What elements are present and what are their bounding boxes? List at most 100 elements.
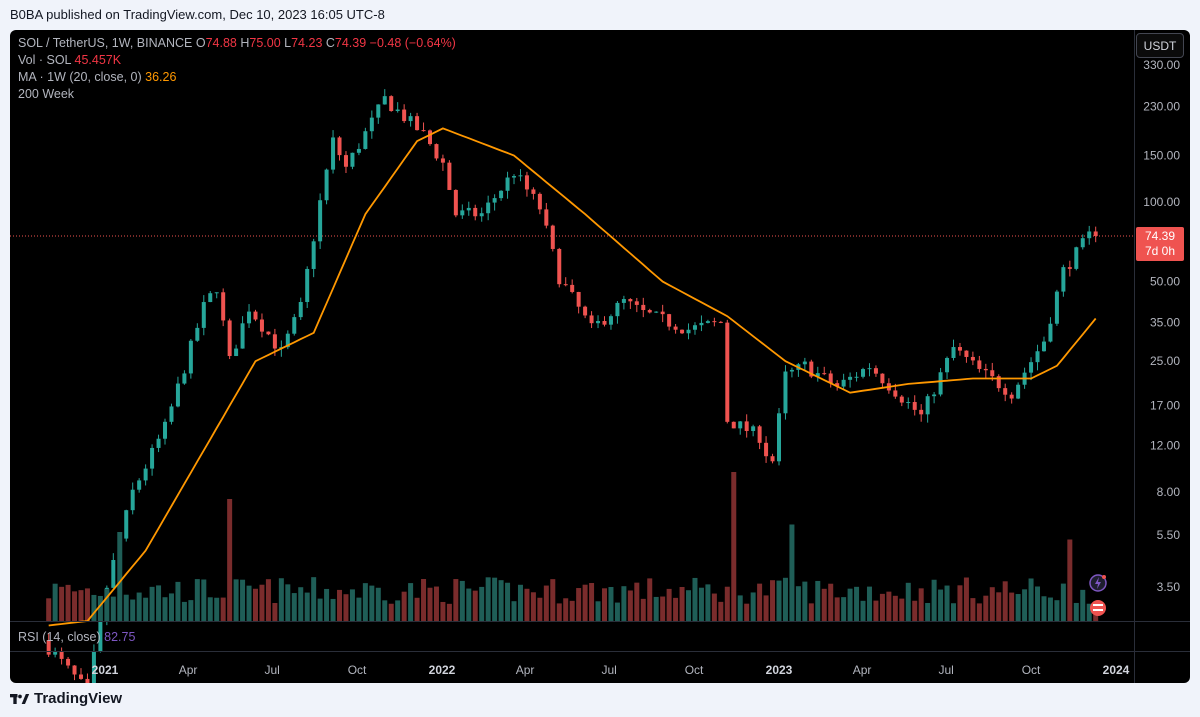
volume-bar bbox=[65, 584, 71, 622]
extra-indicator-row: 200 Week bbox=[18, 86, 456, 103]
candle-body bbox=[686, 329, 691, 334]
volume-bar bbox=[692, 577, 698, 622]
volume-label[interactable]: Vol · SOL bbox=[18, 53, 72, 67]
candle-body bbox=[983, 368, 988, 371]
volume-bar bbox=[459, 580, 465, 622]
candle-body bbox=[524, 175, 529, 190]
candle-body bbox=[615, 302, 620, 317]
volume-bar bbox=[589, 583, 595, 622]
candle-body bbox=[53, 651, 58, 655]
volume-bar bbox=[59, 586, 65, 622]
candle-body bbox=[680, 329, 685, 334]
rsi-label[interactable]: RSI (14, close) bbox=[18, 630, 101, 644]
time-tick-label: Apr bbox=[179, 663, 198, 677]
volume-bar bbox=[233, 579, 239, 622]
candle-body bbox=[557, 248, 562, 285]
volume-bar bbox=[976, 603, 982, 622]
volume-bar bbox=[97, 595, 103, 622]
volume-bar bbox=[324, 588, 330, 622]
candle-body bbox=[363, 131, 368, 149]
price-tick-label: 100.00 bbox=[1143, 195, 1180, 209]
candle-body bbox=[861, 369, 866, 377]
publish-line: B0BA published on TradingView.com, Dec 1… bbox=[10, 7, 385, 22]
candle-body bbox=[550, 225, 555, 249]
volume-bar bbox=[1022, 589, 1028, 622]
time-tick-label: 2022 bbox=[429, 663, 456, 677]
price-tick-label: 230.00 bbox=[1143, 99, 1180, 113]
volume-bar bbox=[647, 578, 653, 622]
volume-bar bbox=[440, 601, 446, 622]
price-tick-label: 8.00 bbox=[1157, 485, 1181, 499]
extra-indicator-label[interactable]: 200 Week bbox=[18, 87, 75, 101]
volume-bar bbox=[162, 597, 168, 622]
volume-bar bbox=[925, 602, 931, 622]
candle-body bbox=[1074, 247, 1079, 269]
time-tick-label: 2021 bbox=[92, 663, 119, 677]
candle-body bbox=[427, 130, 432, 145]
volume-bar bbox=[492, 577, 498, 622]
volume-bar bbox=[718, 601, 724, 622]
chart-panel[interactable]: 330.00 230.00 150.00 100.00 50.00 35.00 25.00 1… bbox=[10, 30, 1190, 683]
volume-bar bbox=[466, 588, 472, 622]
volume-bar bbox=[1047, 597, 1053, 622]
candle-body bbox=[880, 373, 885, 384]
candle-body bbox=[505, 177, 510, 191]
volume-bar bbox=[724, 586, 730, 622]
flag-stripe-icon bbox=[1093, 604, 1103, 606]
price-axis[interactable] bbox=[1134, 30, 1190, 683]
countdown-label: 7d 0h bbox=[1145, 244, 1175, 258]
candle-body bbox=[945, 357, 950, 373]
candle-body bbox=[802, 361, 807, 365]
volume-bar bbox=[847, 588, 853, 622]
candle-body bbox=[977, 360, 982, 369]
candle-body bbox=[699, 322, 704, 326]
candle-body bbox=[725, 322, 730, 422]
volume-bar bbox=[711, 593, 717, 622]
candle-body bbox=[350, 152, 355, 167]
candle-body bbox=[137, 480, 142, 490]
last-price-tag bbox=[1136, 227, 1184, 261]
price-chart-svg[interactable]: 330.00 230.00 150.00 100.00 50.00 35.00 25.00 1… bbox=[10, 30, 1190, 683]
volume-bar bbox=[750, 592, 756, 622]
volume-bar bbox=[427, 587, 433, 622]
candle-body bbox=[589, 315, 594, 324]
volume-bar bbox=[1073, 602, 1079, 622]
volume-bar bbox=[1028, 578, 1034, 622]
currency-button[interactable]: USDT bbox=[1136, 33, 1184, 58]
volume-bar bbox=[498, 580, 504, 622]
candle-body bbox=[660, 311, 665, 315]
candle-body bbox=[473, 207, 478, 217]
candle-body bbox=[466, 207, 471, 211]
volume-bar bbox=[240, 579, 246, 622]
change-value: −0.48 (−0.64%) bbox=[369, 36, 456, 50]
volume-bar bbox=[879, 593, 885, 622]
volume-bar bbox=[84, 588, 90, 622]
volume-bar bbox=[802, 581, 808, 622]
candle-body bbox=[893, 390, 898, 397]
volume-bar bbox=[892, 595, 898, 622]
candle-body bbox=[654, 311, 659, 313]
candle-body bbox=[512, 176, 517, 178]
candle-body bbox=[667, 314, 672, 327]
volume-bar bbox=[104, 588, 110, 622]
volume-bar bbox=[1035, 586, 1041, 622]
pane-divider[interactable] bbox=[10, 621, 1190, 622]
candle-body bbox=[712, 321, 717, 323]
ma-label[interactable]: MA · 1W (20, close, 0) bbox=[18, 70, 142, 84]
tradingview-footer[interactable]: TradingView bbox=[10, 690, 122, 707]
candle-body bbox=[240, 323, 245, 349]
candle-body bbox=[544, 209, 549, 226]
candle-body bbox=[634, 301, 639, 305]
candle-body bbox=[764, 442, 769, 457]
candle-body bbox=[718, 321, 723, 323]
volume-bar bbox=[1080, 589, 1086, 622]
volume-bar bbox=[421, 579, 427, 622]
rsi-legend: RSI (14, close) 82.75 bbox=[18, 630, 135, 644]
candle-body bbox=[621, 299, 626, 303]
ma-value: 36.26 bbox=[145, 70, 177, 84]
candle-body bbox=[78, 674, 83, 679]
volume-bar bbox=[330, 598, 336, 622]
volume-bar bbox=[388, 603, 394, 622]
symbol-label[interactable]: SOL / TetherUS, 1W, BINANCE bbox=[18, 36, 193, 50]
candle-body bbox=[272, 334, 277, 349]
